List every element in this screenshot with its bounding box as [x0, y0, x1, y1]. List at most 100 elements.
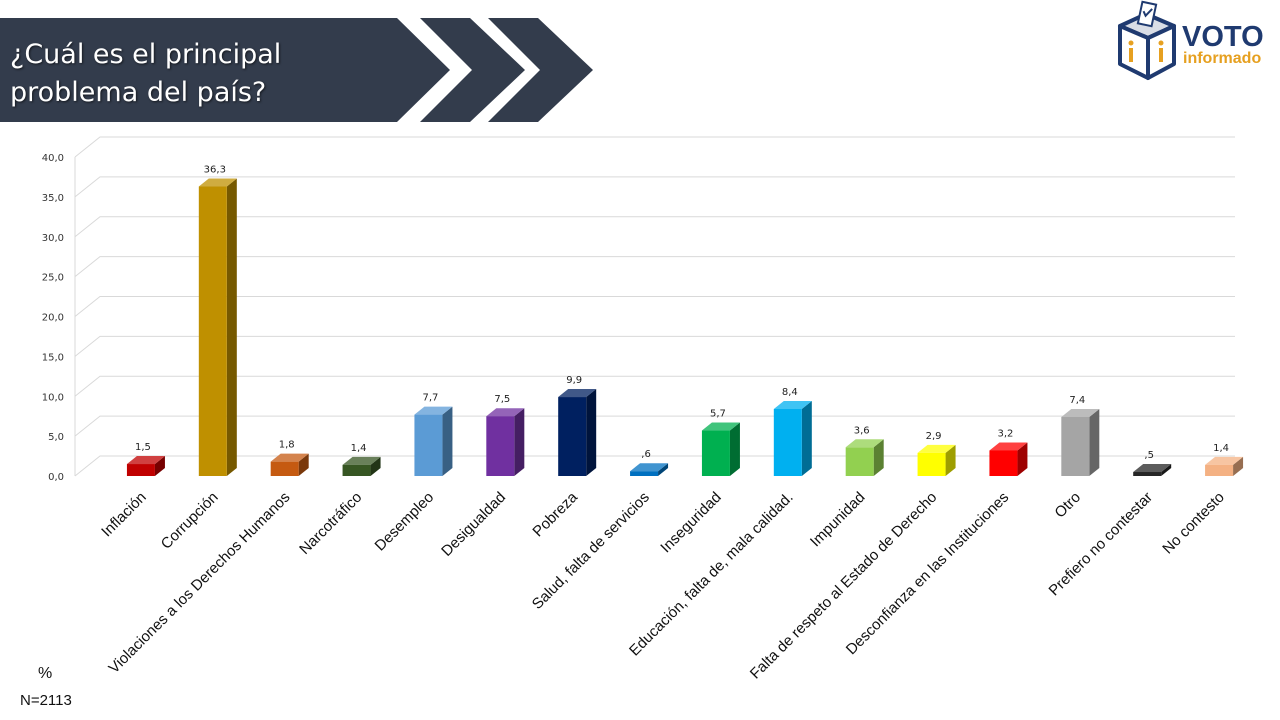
- category-label-8: Salud, falta de servicios: [529, 489, 653, 613]
- bar-12: [917, 444, 956, 476]
- bar-side: [1161, 464, 1172, 476]
- bar-front: [486, 416, 515, 476]
- bar-top: [198, 178, 237, 187]
- bar-front: [198, 186, 227, 476]
- bar-front: [342, 464, 371, 476]
- category-label-5: Desempleo: [372, 489, 438, 555]
- bar-side: [729, 422, 740, 476]
- category-label-1: Inflación: [98, 489, 150, 541]
- bar-13: [989, 442, 1028, 476]
- bar-top: [1133, 464, 1172, 473]
- category-label-4: Narcotráfico: [296, 489, 365, 558]
- grid-line: [74, 375, 1235, 397]
- bar-side: [873, 439, 884, 476]
- bar-side: [154, 456, 165, 476]
- sample-size: N=2113: [20, 692, 72, 709]
- y-tick-label: 5,0: [48, 432, 64, 443]
- y-tick-label: 25,0: [42, 273, 64, 284]
- bar-front: [701, 430, 730, 476]
- bar-top: [989, 442, 1028, 451]
- bar-side: [442, 406, 453, 476]
- bar-side: [586, 389, 597, 476]
- bar-front: [270, 461, 299, 476]
- bar-top: [342, 456, 381, 465]
- category-label-14: Otro: [1051, 489, 1084, 522]
- y-tick-label: 10,0: [42, 392, 64, 403]
- page-title: ¿Cuál es el principal problema del país?: [10, 36, 281, 112]
- bar-top: [558, 389, 597, 398]
- data-labels: 1,5 36,3 1,8 1,4 7,7 7,5 9,9 ,6 5,7 8,4 3,6 2,9 3,2 7…: [135, 165, 1229, 462]
- category-label-10: Educación, falta de, mala calidad.: [626, 489, 797, 660]
- grid-line: [74, 415, 1235, 437]
- bar-2: [198, 178, 237, 476]
- category-label-13: Desconfianza en las Instituciones: [843, 489, 1012, 658]
- unit-label: %: [38, 665, 53, 682]
- bar-top: [1061, 408, 1100, 417]
- bar-4: [342, 456, 381, 476]
- voto-informado-logo: VOTO informado: [1118, 0, 1264, 80]
- grid-line: [74, 256, 1235, 278]
- logo-text-bottom: informado: [1183, 50, 1261, 67]
- bar-side: [945, 444, 956, 476]
- bar-side: [370, 456, 381, 476]
- bar-side: [1089, 408, 1100, 476]
- category-label-6: Desigualdad: [438, 489, 509, 560]
- title-banner: [0, 18, 593, 122]
- grid-line: [74, 176, 1235, 198]
- category-label-2: Corrupción: [158, 489, 222, 553]
- bar-10: [773, 401, 812, 476]
- data-label-11: 3,6: [854, 425, 870, 436]
- bar-top: [126, 456, 165, 465]
- data-label-7: 9,9: [566, 375, 582, 386]
- grid-line: [74, 296, 1235, 317]
- bar-15: [1133, 464, 1172, 476]
- data-label-13: 3,2: [997, 428, 1013, 439]
- bar-top: [414, 406, 453, 415]
- bar-top: [1205, 456, 1244, 465]
- bar-front: [917, 452, 946, 476]
- y-tick-label: 30,0: [42, 233, 64, 244]
- title-line-1: ¿Cuál es el principal: [10, 39, 282, 70]
- bar-front: [845, 447, 874, 476]
- bar-side: [226, 178, 237, 476]
- bar-top: [773, 401, 812, 410]
- data-label-1: 1,5: [135, 442, 151, 453]
- bar-front: [414, 414, 443, 476]
- data-label-16: 1,4: [1213, 443, 1229, 454]
- grid-line: [74, 335, 1235, 357]
- y-tick-label: 20,0: [42, 313, 64, 324]
- data-label-9: 5,7: [710, 409, 726, 420]
- y-axis: 0,0 5,0 10,0 15,0 20,0 25,0 30,0 35,0 40,0: [42, 153, 76, 483]
- data-label-5: 7,7: [422, 393, 438, 404]
- bar-1: [126, 456, 165, 476]
- chart-grid: [74, 136, 1235, 477]
- y-tick-label: 40,0: [42, 153, 64, 164]
- data-label-15: ,5: [1144, 450, 1154, 461]
- grid-line: [74, 216, 1235, 238]
- chart-bars: [126, 178, 1244, 476]
- bar-3: [270, 453, 309, 476]
- logo-text-top: VOTO: [1182, 21, 1264, 53]
- bar-5: [414, 406, 453, 476]
- bar-front: [989, 450, 1018, 476]
- data-label-10: 8,4: [782, 387, 798, 398]
- category-label-16: No contesto: [1159, 489, 1228, 558]
- bar-front: [126, 464, 155, 476]
- bar-side: [298, 453, 309, 476]
- bar-14: [1061, 408, 1100, 476]
- bar-top: [270, 453, 309, 462]
- bar-9: [701, 422, 740, 476]
- bar-side: [801, 401, 812, 476]
- data-label-4: 1,4: [351, 443, 367, 454]
- category-label-7: Pobreza: [529, 488, 581, 540]
- bar-8: [630, 463, 669, 476]
- bar-front: [1205, 464, 1234, 476]
- category-label-11: Impunidad: [807, 489, 869, 551]
- data-label-12: 2,9: [926, 431, 942, 442]
- bar-top: [701, 422, 740, 431]
- bar-front: [558, 397, 587, 476]
- data-label-3: 1,8: [279, 440, 295, 451]
- bar-top: [917, 444, 956, 453]
- data-label-8: ,6: [641, 449, 651, 460]
- data-label-14: 7,4: [1069, 395, 1085, 406]
